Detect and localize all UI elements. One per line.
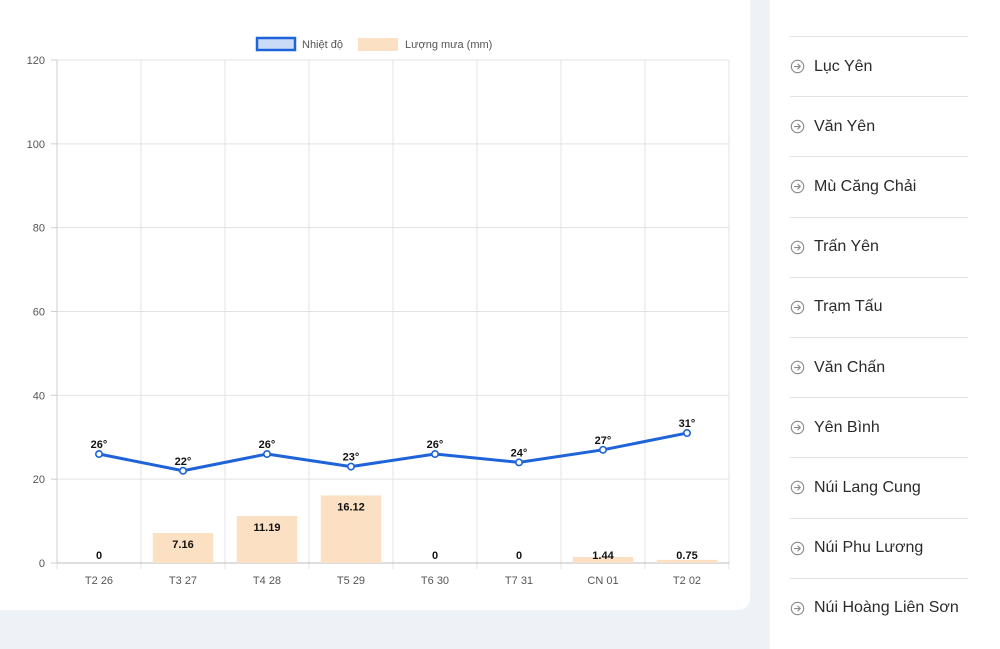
location-label: Núi Hoàng Liên Sơn bbox=[814, 599, 959, 617]
temperature-point bbox=[430, 450, 439, 459]
location-label: Lục Yên bbox=[814, 57, 873, 75]
arrow-circle-right-icon bbox=[790, 420, 805, 435]
temperature-point bbox=[682, 429, 691, 438]
precipitation-label: 11.19 bbox=[254, 522, 281, 534]
arrow-circle-right-icon bbox=[790, 179, 805, 194]
arrow-circle-right-icon bbox=[790, 360, 805, 375]
precipitation-label: 1.44 bbox=[592, 550, 614, 562]
precipitation-label: 0 bbox=[96, 550, 102, 562]
temperature-label: 27° bbox=[595, 435, 612, 447]
arrow-circle-right-icon bbox=[790, 300, 805, 315]
x-tick-label: T2 02 bbox=[673, 575, 701, 587]
y-tick-label: 80 bbox=[33, 223, 45, 235]
arrow-circle-right-icon bbox=[790, 480, 805, 495]
precipitation-bar bbox=[320, 495, 382, 563]
location-label: Trấn Yên bbox=[814, 238, 879, 256]
location-label: Văn Chấn bbox=[814, 358, 886, 376]
location-item[interactable]: Văn Yên bbox=[790, 96, 968, 156]
temperature-point bbox=[262, 450, 271, 459]
x-tick-label: T5 29 bbox=[337, 575, 365, 587]
x-tick-label: CN 01 bbox=[587, 575, 618, 587]
location-item[interactable]: Văn Chấn bbox=[790, 337, 968, 397]
precipitation-bar bbox=[656, 559, 718, 563]
temperature-label: 26° bbox=[427, 439, 444, 451]
location-label: Văn Yên bbox=[814, 117, 876, 135]
location-label: Núi Lang Cung bbox=[814, 478, 921, 496]
precipitation-label: 16.12 bbox=[337, 501, 365, 513]
temperature-point bbox=[514, 458, 523, 467]
y-tick-label: 0 bbox=[39, 558, 45, 570]
x-tick-label: T4 28 bbox=[253, 575, 281, 587]
location-item[interactable]: Núi Lang Cung bbox=[790, 457, 968, 517]
legend-label-precipitation: Lượng mưa (mm) bbox=[405, 39, 492, 51]
legend-swatch-precipitation bbox=[358, 38, 398, 51]
location-label: Yên Bình bbox=[814, 418, 880, 436]
location-label: Trạm Tấu bbox=[814, 298, 883, 316]
temperature-label: 22° bbox=[175, 456, 192, 468]
temperature-point bbox=[179, 466, 188, 475]
arrow-circle-right-icon bbox=[790, 541, 805, 556]
temperature-point bbox=[598, 445, 607, 454]
arrow-circle-right-icon bbox=[790, 240, 805, 255]
location-item[interactable]: Núi Hoàng Liên Sơn bbox=[790, 577, 968, 638]
arrow-circle-right-icon bbox=[790, 601, 805, 616]
temperature-point bbox=[95, 450, 104, 459]
precipitation-label: 0 bbox=[432, 550, 438, 562]
location-item[interactable]: Núi Phu Lương bbox=[790, 517, 968, 578]
arrow-circle-right-icon bbox=[790, 119, 805, 134]
x-tick-label: T7 31 bbox=[505, 575, 533, 587]
precipitation-bar bbox=[236, 516, 298, 563]
x-tick-label: T2 26 bbox=[85, 575, 113, 587]
arrow-circle-right-icon bbox=[790, 59, 805, 74]
x-tick-label: T6 30 bbox=[421, 575, 449, 587]
location-label: Núi Phu Lương bbox=[814, 539, 924, 557]
temperature-line bbox=[97, 431, 689, 473]
precipitation-label: 0 bbox=[516, 550, 522, 562]
precipitation-label: 7.16 bbox=[172, 539, 193, 551]
weather-chart-card: 0 20 40 60 80 100 120 T2 26 T3 27 T4 28 T5 29 T6 30… bbox=[0, 0, 750, 610]
location-list: Lục Yên Văn Yên Mù Căng Chải Trấn Yên Trạm T… bbox=[770, 0, 1000, 649]
y-tick-label: 120 bbox=[27, 55, 45, 67]
location-item[interactable]: Yên Bình bbox=[790, 397, 968, 457]
location-item[interactable]: Lục Yên bbox=[790, 36, 968, 96]
temperature-label: 23° bbox=[343, 452, 360, 464]
location-item[interactable]: Mù Căng Chải bbox=[790, 156, 968, 216]
y-tick-label: 40 bbox=[33, 390, 45, 402]
y-tick-label: 100 bbox=[27, 139, 45, 151]
temperature-label: 26° bbox=[259, 439, 276, 451]
location-item[interactable]: Trạm Tấu bbox=[790, 276, 968, 337]
temperature-point bbox=[346, 462, 355, 471]
legend-label-temperature: Nhiệt độ bbox=[302, 39, 343, 51]
y-tick-label: 20 bbox=[33, 474, 45, 486]
legend-swatch-temperature bbox=[255, 36, 297, 52]
location-label: Mù Căng Chải bbox=[814, 177, 917, 195]
precipitation-bar bbox=[572, 556, 634, 563]
temperature-label: 24° bbox=[511, 447, 528, 459]
precipitation-label: 0.75 bbox=[676, 550, 697, 562]
weather-chart: 0 20 40 60 80 100 120 T2 26 T3 27 T4 28 T5 29 T6 30… bbox=[27, 36, 730, 587]
y-tick-label: 60 bbox=[33, 307, 45, 319]
temperature-label: 26° bbox=[91, 439, 108, 451]
x-tick-label: T3 27 bbox=[169, 575, 197, 587]
location-item[interactable]: Trấn Yên bbox=[790, 216, 968, 277]
precipitation-bar bbox=[152, 532, 214, 563]
temperature-label: 31° bbox=[679, 418, 696, 430]
